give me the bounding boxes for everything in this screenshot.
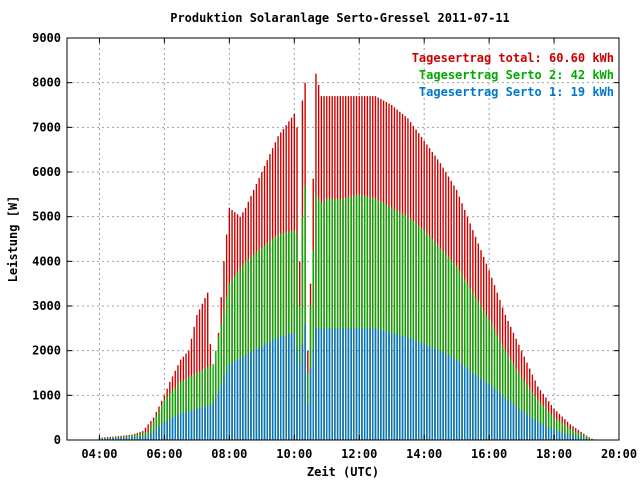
legend: Tagesertrag total: 60.60 kWh Tagesertrag … [412,51,614,99]
x-tick-label: 12:00 [341,447,377,461]
x-tick-label: 06:00 [146,447,182,461]
series-1-bars [98,73,596,440]
x-tick-label: 20:00 [601,447,637,461]
x-tick-label: 04:00 [81,447,117,461]
ticks: 04:00 06:00 08:00 10:00 12:00 14:00 16:00 18:00… [32,31,637,461]
x-tick-label: 08:00 [211,447,247,461]
y-axis-label: Leistung [W] [6,196,20,283]
x-tick-label: 14:00 [406,447,442,461]
legend-entry-1: Tagesertrag total: 60.60 kWh [412,51,614,65]
legend-entry-2: Tagesertrag Serto 2: 42 kWh [419,68,614,82]
y-tick-label: 3000 [32,299,61,313]
y-tick-label: 2000 [32,344,61,358]
y-tick-label: 7000 [32,120,61,134]
y-tick-label: 4000 [32,254,61,268]
series-2-bars [98,185,596,440]
x-tick-label: 10:00 [276,447,312,461]
y-tick-label: 1000 [32,388,61,402]
y-tick-label: 8000 [32,76,61,90]
y-tick-label: 5000 [32,210,61,224]
y-tick-label: 6000 [32,165,61,179]
chart-title: Produktion Solaranlage Serto-Gressel 201… [170,11,510,25]
bars [98,73,596,440]
x-tick-label: 16:00 [471,447,507,461]
series-3-bars [98,323,596,440]
y-tick-label: 9000 [32,31,61,45]
plot-frame [66,37,620,441]
x-tick-label: 18:00 [536,447,572,461]
legend-entry-3: Tagesertrag Serto 1: 19 kWh [419,85,614,99]
x-axis-label: Zeit (UTC) [307,465,379,479]
y-tick-label: 0 [54,433,61,447]
